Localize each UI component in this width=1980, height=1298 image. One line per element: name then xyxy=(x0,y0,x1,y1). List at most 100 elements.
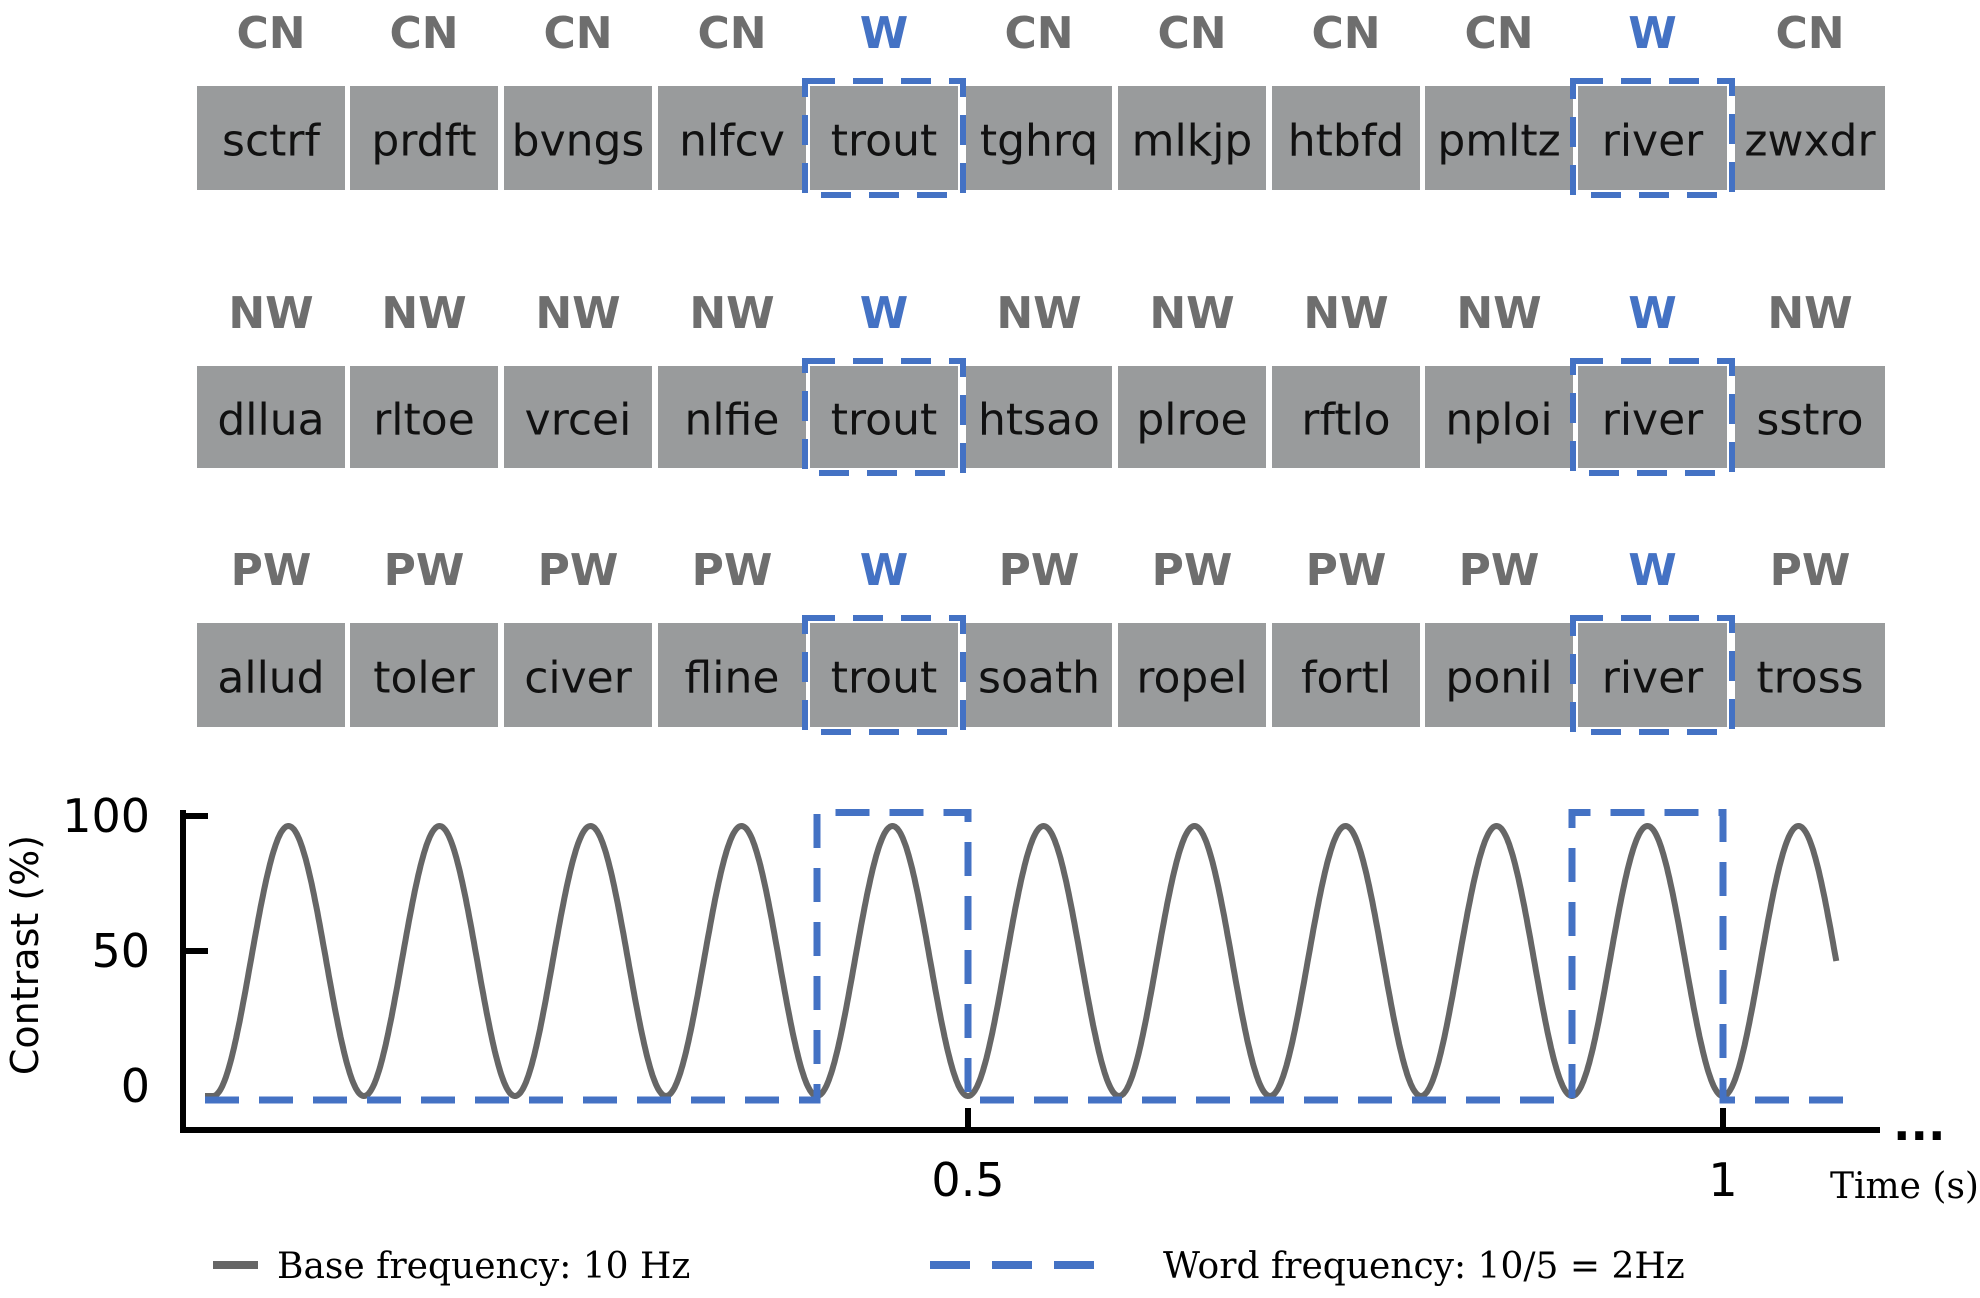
stimulus-box xyxy=(658,366,806,468)
stimulus-string: ropel xyxy=(1136,653,1247,704)
condition-label: PW xyxy=(1152,545,1233,596)
stimulus-string: htbfd xyxy=(1288,116,1405,167)
condition-label: PW xyxy=(692,545,773,596)
stimulus-string: htsao xyxy=(978,395,1100,446)
stimulus-box xyxy=(197,86,345,190)
condition-label: PW xyxy=(1459,545,1540,596)
stimulus-box xyxy=(504,86,652,190)
stimulus-string: dllua xyxy=(217,395,324,446)
condition-label: NW xyxy=(1303,288,1388,339)
time-ellipsis: ... xyxy=(1893,1097,1945,1151)
word-highlight-frame xyxy=(1570,358,1735,476)
condition-label: CN xyxy=(1157,8,1226,59)
condition-label: CN xyxy=(1775,8,1844,59)
condition-label: W xyxy=(1628,545,1677,596)
stimulus-string: river xyxy=(1602,653,1704,704)
word-highlight-frame xyxy=(802,78,966,198)
stimulus-box xyxy=(350,623,498,727)
stimulus-string: rftlo xyxy=(1301,395,1390,446)
stimulus-string: rltoe xyxy=(373,395,475,446)
stimulus-box xyxy=(504,623,652,727)
stimulus-string: tghrq xyxy=(980,116,1098,167)
stimulus-box xyxy=(1272,366,1420,468)
stimulus-string: nlfie xyxy=(685,395,780,446)
condition-label: CN xyxy=(543,8,612,59)
word-highlight-frame xyxy=(802,358,966,476)
y-tick-label-50: 50 xyxy=(91,924,150,978)
condition-label: PW xyxy=(538,545,619,596)
legend-base-label: Base frequency: 10 Hz xyxy=(277,1246,690,1287)
stimulus-box xyxy=(1118,366,1266,468)
stimulus-string: trout xyxy=(831,395,937,446)
stimulus-box xyxy=(966,86,1112,190)
stimulus-string: trout xyxy=(831,653,937,704)
condition-label: W xyxy=(1628,288,1677,339)
condition-label: NW xyxy=(689,288,774,339)
condition-label: W xyxy=(860,545,909,596)
stimulus-string: river xyxy=(1602,395,1704,446)
stimulus-string: vrcei xyxy=(525,395,632,446)
condition-label: NW xyxy=(228,288,313,339)
condition-label: NW xyxy=(1149,288,1234,339)
stimulus-box xyxy=(1425,86,1573,190)
y-tick-label-0: 0 xyxy=(121,1059,150,1113)
legend: Base frequency: 10 Hz Word frequency: 10… xyxy=(213,1246,1685,1287)
condition-label: CN xyxy=(697,8,766,59)
condition-label: PW xyxy=(384,545,465,596)
condition-label: PW xyxy=(999,545,1080,596)
stimulus-string: trout xyxy=(831,116,937,167)
stimulus-box xyxy=(1578,86,1727,190)
stimulus-box xyxy=(1735,623,1885,727)
stimulus-string: ponil xyxy=(1445,653,1552,704)
condition-label: PW xyxy=(1306,545,1387,596)
stimulus-box xyxy=(504,366,652,468)
condition-label: CN xyxy=(389,8,458,59)
stimulus-box xyxy=(1425,366,1573,468)
stimulus-box xyxy=(1578,366,1727,468)
stimulus-string: zwxdr xyxy=(1744,116,1876,167)
condition-label: NW xyxy=(996,288,1081,339)
stimulus-box xyxy=(1735,366,1885,468)
stimulus-string: civer xyxy=(524,653,633,704)
condition-label: W xyxy=(860,8,909,59)
stimulus-box xyxy=(658,86,806,190)
x-tick-label-0.5: 0.5 xyxy=(931,1153,1004,1207)
stimulus-string: sstro xyxy=(1756,395,1863,446)
stimulus-string: tross xyxy=(1756,653,1863,704)
stimulus-string: nploi xyxy=(1445,395,1552,446)
stimulus-string: bvngs xyxy=(512,116,645,167)
stimulus-box xyxy=(1425,623,1573,727)
stimulus-string: soath xyxy=(978,653,1100,704)
stimulus-box xyxy=(1118,86,1266,190)
stimulus-box xyxy=(350,366,498,468)
stimulus-string: prdft xyxy=(371,116,476,167)
stimulus-box xyxy=(197,366,345,468)
word-frequency-wave xyxy=(205,809,1850,1104)
x-tick-label-1: 1 xyxy=(1708,1153,1737,1207)
y-tick-label-100: 100 xyxy=(62,789,150,843)
stimulus-box xyxy=(810,366,958,468)
stimulus-string: allud xyxy=(217,653,324,704)
condition-label: NW xyxy=(381,288,466,339)
stimulus-box xyxy=(810,623,958,727)
stimulus-box xyxy=(1118,623,1266,727)
x-axis-label: Time (s) xyxy=(1830,1166,1979,1207)
condition-label: CN xyxy=(1004,8,1073,59)
condition-label: PW xyxy=(1770,545,1851,596)
condition-label: NW xyxy=(1456,288,1541,339)
stimulus-box xyxy=(197,623,345,727)
legend-word-label: Word frequency: 10/5 = 2Hz xyxy=(1163,1246,1685,1287)
condition-label: NW xyxy=(535,288,620,339)
stimulus-string: fline xyxy=(685,653,780,704)
condition-label: CN xyxy=(1311,8,1380,59)
word-highlight-frame xyxy=(1570,615,1735,735)
stimulus-string: nlfcv xyxy=(679,116,785,167)
stimulus-box xyxy=(1272,623,1420,727)
stimulus-string: toler xyxy=(373,653,475,704)
stimulus-string: fortl xyxy=(1301,653,1391,704)
condition-label: W xyxy=(860,288,909,339)
